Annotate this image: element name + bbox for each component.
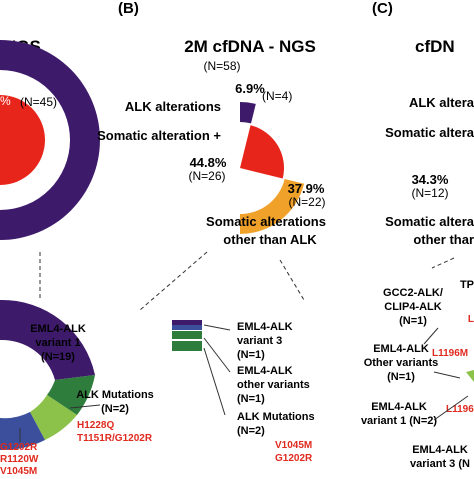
c-pct: 34.3%	[412, 172, 449, 187]
c-v1-line2: variant 1 (N=2)	[361, 415, 437, 427]
c-l1196m-a: L1196M	[432, 348, 468, 359]
a-v1-line3: (N=19)	[41, 351, 75, 363]
b-red-n: (N=26)	[188, 169, 225, 183]
a-detail-green-light	[30, 395, 77, 440]
c-gcc2-line2: CLIP4-ALK	[384, 301, 442, 313]
b-v3-line2: variant 3	[237, 335, 282, 347]
b-donut-slice-1	[240, 125, 284, 179]
panel-b-letter: (B)	[118, 0, 139, 17]
c-v3-line2: variant 3 (N	[410, 458, 470, 470]
a-mut-t1151r: T1151R/G1202R	[77, 433, 153, 444]
c-other-line2: other thar	[413, 232, 474, 247]
c-v3-line1: EML4-ALK	[412, 444, 468, 456]
b-dash-right	[279, 259, 305, 301]
a-mut-r1120w: R1120W	[0, 454, 39, 465]
b-other-label-1: Somatic alterations	[206, 214, 326, 229]
b-detail-bar-green	[172, 331, 202, 339]
b-donut	[240, 102, 305, 234]
panel-b-title: 2M cfDNA - NGS	[184, 37, 316, 56]
a-v1-line1: EML4-ALK	[30, 323, 86, 335]
c-ov-line2: Other variants	[364, 357, 439, 369]
c-l-fragment: L	[468, 314, 474, 325]
a-detail-green-dark	[47, 375, 95, 415]
b-alk-n: (N=4)	[262, 89, 292, 103]
a-mut-g1202r: G1202R	[0, 442, 38, 453]
a-ring-red	[0, 95, 45, 185]
b-alk-pct: 6.9%	[235, 81, 265, 96]
b-detail-bar-purple	[172, 320, 202, 325]
a-pct-fragment: %	[0, 94, 11, 108]
c-dash	[431, 257, 455, 269]
c-other-line1: Somatic altera	[385, 214, 474, 229]
a-mut-h1228q: H1228Q	[77, 420, 114, 431]
b-detail-leader-3	[203, 347, 226, 416]
b-orange-n: (N=22)	[288, 195, 325, 209]
c-v1-line1: EML4-ALK	[371, 401, 427, 413]
b-other-label-2: other than ALK	[223, 232, 317, 247]
b-somatic-plus-label: Somatic alteration +	[97, 128, 221, 143]
b-orange-pct: 37.9%	[288, 181, 325, 196]
a-mut-v1045m: V1045M	[0, 466, 37, 474]
a-ring-purple	[0, 40, 100, 240]
b-ov-line1: EML4-ALK	[237, 365, 293, 377]
c-gcc2-line3: (N=1)	[399, 315, 427, 327]
c-ov-line3: (N=1)	[387, 371, 415, 383]
a-detail-purple	[0, 299, 95, 380]
b-detail-leader-1	[203, 324, 231, 331]
c-green-fragment	[466, 370, 474, 382]
c-leader-3	[433, 395, 469, 421]
b-mut-v1045m: V1045M	[275, 440, 312, 451]
b-mut-line1: ALK Mutations	[237, 411, 315, 423]
c-ov-line1: EML4-ALK	[373, 343, 429, 355]
c-alk-label: ALK altera	[409, 95, 474, 110]
b-donut-slice-2	[240, 179, 305, 234]
panel-c-title: cfDN	[415, 37, 455, 56]
c-somatic-label: Somatic altera	[385, 125, 474, 140]
b-dash-left	[139, 251, 208, 311]
a-n-label: (N=45)	[20, 95, 57, 109]
a-mut-line2: (N=2)	[101, 403, 129, 415]
panel-b-total: (N=58)	[203, 59, 240, 73]
b-mut-g1202r: G1202R	[275, 453, 313, 464]
b-detail-leader-2	[203, 337, 231, 373]
c-tp-label: TP	[460, 279, 474, 291]
a-detail-leader-1	[69, 404, 101, 409]
b-v3-line1: EML4-ALK	[237, 321, 293, 333]
b-v3-line3: (N=1)	[237, 349, 265, 361]
b-red-pct: 44.8%	[190, 155, 227, 170]
c-leader-2	[433, 371, 461, 379]
a-detail-blue	[0, 412, 45, 451]
b-detail-bar-blue	[172, 325, 202, 330]
b-ov-line3: (N=1)	[237, 393, 265, 405]
c-n: (N=12)	[411, 186, 448, 200]
panel-c-letter: (C)	[372, 0, 393, 17]
b-detail-bar-green-2	[172, 341, 202, 351]
b-mut-line2: (N=2)	[237, 425, 265, 437]
b-alk-label: ALK alterations	[125, 99, 221, 114]
c-leader-1	[423, 327, 439, 345]
b-ov-line2: other variants	[237, 379, 310, 391]
b-donut-slice-0	[240, 102, 256, 124]
a-v1-line2: variant 1	[35, 337, 80, 349]
a-mut-line1: ALK Mutations	[76, 389, 154, 401]
c-l1196m-b: L1196	[446, 404, 474, 415]
c-gcc2-line1: GCC2-ALK/	[383, 287, 443, 299]
